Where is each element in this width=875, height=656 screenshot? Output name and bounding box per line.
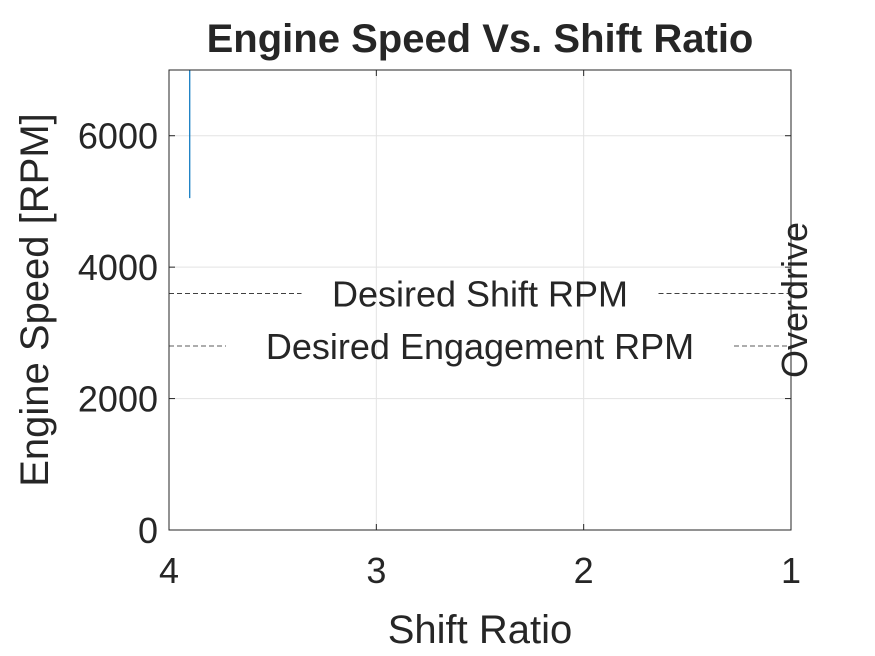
ref-line-label: Desired Shift RPM xyxy=(332,273,628,314)
axes-box xyxy=(168,69,792,531)
x-axis-label: Shift Ratio xyxy=(388,608,573,652)
y-tick-label: 4000 xyxy=(78,247,158,288)
x-tick-label: 2 xyxy=(574,550,594,591)
y-tick-label: 2000 xyxy=(78,379,158,420)
ticks: 4 3 2 1 0 2000 4000 6000 xyxy=(78,70,801,591)
reference-lines: Desired Shift RPM Desired Engagement RPM O… xyxy=(169,70,815,530)
y-tick-label: 0 xyxy=(138,510,158,551)
ref-line-vertical-label: Overdrive xyxy=(774,222,815,378)
x-tick-label: 3 xyxy=(366,550,386,591)
chart-title: Engine Speed Vs. Shift Ratio xyxy=(207,17,754,61)
x-tick-label: 1 xyxy=(781,550,801,591)
y-tick-label: 6000 xyxy=(78,116,158,157)
ref-line-label: Desired Engagement RPM xyxy=(266,326,694,367)
y-axis-label: Engine Speed [RPM] xyxy=(13,113,57,487)
x-tick-label: 4 xyxy=(159,550,179,591)
